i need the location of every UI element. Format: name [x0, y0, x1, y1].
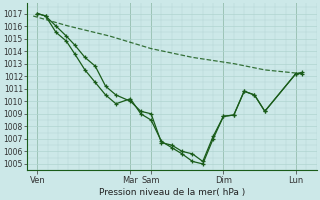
- X-axis label: Pression niveau de la mer( hPa ): Pression niveau de la mer( hPa ): [99, 188, 245, 197]
